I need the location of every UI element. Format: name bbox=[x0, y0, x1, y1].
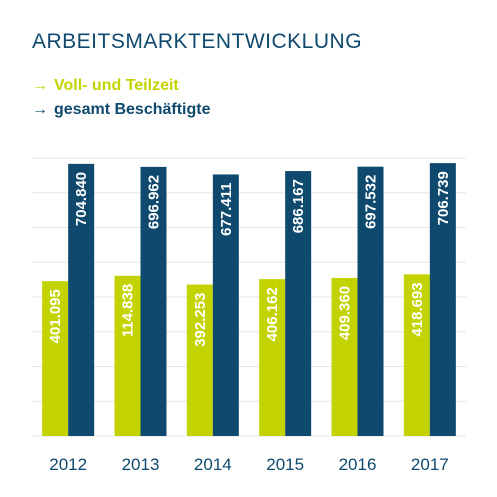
bar-gesamt-2014 bbox=[212, 174, 239, 436]
data-label: 401.095 bbox=[47, 289, 64, 343]
data-label: 704.840 bbox=[73, 172, 90, 226]
legend-item-gesamt: → gesamt Beschäftigte bbox=[32, 98, 211, 122]
x-tick-label: 2014 bbox=[194, 455, 232, 474]
bar-voll-teilzeit-2017 bbox=[403, 274, 430, 436]
x-tick-label: 2012 bbox=[49, 455, 87, 474]
chart-title: ARBEITSMARKTENTWICKLUNG bbox=[32, 30, 363, 53]
x-tick-label: 2015 bbox=[266, 455, 304, 474]
bar-gesamt-2015 bbox=[285, 171, 312, 436]
bar-gesamt-2012 bbox=[68, 163, 95, 436]
data-label: 686.167 bbox=[290, 179, 307, 233]
arrow-right-icon: → bbox=[32, 77, 48, 94]
data-label: 677.411 bbox=[218, 182, 235, 235]
x-tick-label: 2013 bbox=[122, 455, 160, 474]
x-tick-label: 2016 bbox=[339, 455, 377, 474]
data-label: 114.838 bbox=[120, 284, 137, 337]
data-label: 697.532 bbox=[363, 175, 380, 229]
data-label: 418.693 bbox=[409, 282, 426, 336]
arrow-right-icon: → bbox=[32, 101, 48, 118]
legend-label-gesamt: gesamt Beschäftigte bbox=[54, 101, 211, 118]
bar-gesamt-2017 bbox=[429, 163, 456, 436]
bar-voll-teilzeit-2015 bbox=[259, 279, 286, 436]
x-tick-label: 2017 bbox=[411, 455, 449, 474]
data-label: 696.962 bbox=[146, 175, 163, 229]
bar-voll-teilzeit-2012 bbox=[42, 281, 69, 436]
data-label: 706.739 bbox=[435, 171, 452, 225]
data-label: 392.253 bbox=[192, 293, 209, 347]
bar-voll-teilzeit-2014 bbox=[186, 284, 213, 436]
bar-gesamt-2013 bbox=[140, 166, 167, 436]
legend-item-voll-teilzeit: → Voll- und Teilzeit bbox=[32, 74, 211, 98]
data-label: 406.162 bbox=[264, 287, 281, 341]
data-label: 409.360 bbox=[337, 286, 354, 340]
legend: → Voll- und Teilzeit → gesamt Beschäftig… bbox=[32, 74, 211, 122]
bar-gesamt-2016 bbox=[357, 166, 384, 436]
legend-label-voll-teilzeit: Voll- und Teilzeit bbox=[54, 77, 179, 94]
bar-voll-teilzeit-2016 bbox=[331, 277, 358, 436]
bar-voll-teilzeit-2013 bbox=[114, 275, 141, 436]
